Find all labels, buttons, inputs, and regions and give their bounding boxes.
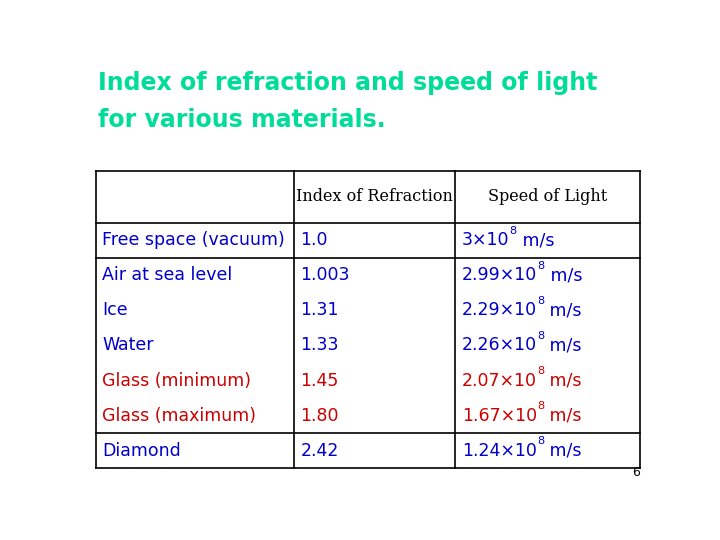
Text: m/s: m/s [544,372,582,389]
Text: 2.07×10: 2.07×10 [462,372,537,389]
Text: Glass (maximum): Glass (maximum) [102,407,256,424]
Text: m/s: m/s [544,407,582,424]
Text: m/s: m/s [544,336,582,354]
Text: 8: 8 [537,330,544,341]
Text: m/s: m/s [544,266,582,285]
Text: 2.26×10: 2.26×10 [462,336,537,354]
Text: 1.80: 1.80 [300,407,339,424]
Text: 2.29×10: 2.29×10 [462,301,537,320]
Text: Speed of Light: Speed of Light [488,188,607,205]
Text: m/s: m/s [544,301,582,320]
Text: 1.31: 1.31 [300,301,339,320]
Text: Diamond: Diamond [102,442,181,460]
Text: 1.67×10: 1.67×10 [462,407,537,424]
Text: 8: 8 [510,226,517,235]
Text: 6: 6 [631,465,639,478]
Text: m/s: m/s [517,231,554,249]
Text: m/s: m/s [544,442,582,460]
Text: 1.24×10: 1.24×10 [462,442,537,460]
Text: 3×10: 3×10 [462,231,510,249]
Text: 8: 8 [537,366,544,376]
Text: Glass (minimum): Glass (minimum) [102,372,251,389]
Text: 1.003: 1.003 [300,266,350,285]
Text: 2.99×10: 2.99×10 [462,266,537,285]
Text: Free space (vacuum): Free space (vacuum) [102,231,285,249]
Text: Air at sea level: Air at sea level [102,266,233,285]
Text: Index of Refraction: Index of Refraction [296,188,453,205]
Text: 8: 8 [537,261,544,271]
Text: 1.45: 1.45 [300,372,338,389]
Text: 1.0: 1.0 [300,231,328,249]
Text: Ice: Ice [102,301,128,320]
Text: 8: 8 [537,295,544,306]
Text: 8: 8 [537,401,544,411]
Text: for various materials.: for various materials. [99,109,386,132]
Text: 2.42: 2.42 [300,442,338,460]
Text: 1.33: 1.33 [300,336,339,354]
Text: Water: Water [102,336,154,354]
Text: 8: 8 [537,436,544,446]
Text: Index of refraction and speed of light: Index of refraction and speed of light [99,71,598,95]
